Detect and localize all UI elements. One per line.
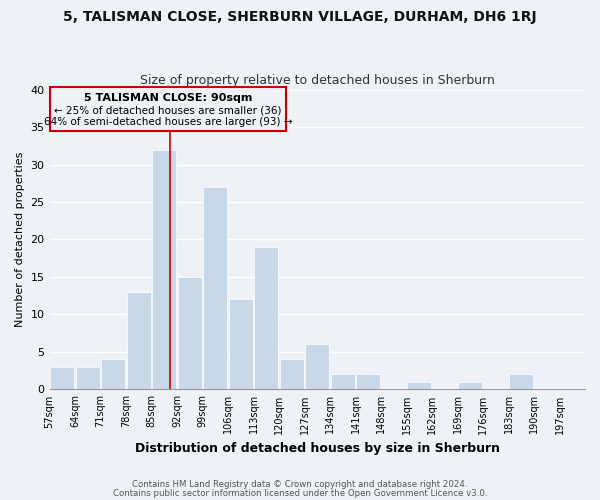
Bar [509, 374, 533, 390]
Bar [127, 292, 151, 390]
Text: Contains HM Land Registry data © Crown copyright and database right 2024.: Contains HM Land Registry data © Crown c… [132, 480, 468, 489]
Bar [305, 344, 329, 390]
Bar [331, 374, 355, 390]
Text: 64% of semi-detached houses are larger (93) →: 64% of semi-detached houses are larger (… [44, 116, 292, 126]
Bar [458, 382, 482, 390]
Bar [254, 247, 278, 390]
Bar [152, 150, 176, 390]
Bar [101, 360, 125, 390]
Text: 5, TALISMAN CLOSE, SHERBURN VILLAGE, DURHAM, DH6 1RJ: 5, TALISMAN CLOSE, SHERBURN VILLAGE, DUR… [63, 10, 537, 24]
Text: Contains public sector information licensed under the Open Government Licence v3: Contains public sector information licen… [113, 489, 487, 498]
Bar [203, 187, 227, 390]
Bar [407, 382, 431, 390]
X-axis label: Distribution of detached houses by size in Sherburn: Distribution of detached houses by size … [135, 442, 500, 455]
FancyBboxPatch shape [50, 88, 286, 131]
Bar [178, 277, 202, 390]
Bar [229, 300, 253, 390]
Text: ← 25% of detached houses are smaller (36): ← 25% of detached houses are smaller (36… [54, 106, 281, 116]
Bar [50, 367, 74, 390]
Bar [280, 360, 304, 390]
Bar [356, 374, 380, 390]
Title: Size of property relative to detached houses in Sherburn: Size of property relative to detached ho… [140, 74, 495, 87]
Text: 5 TALISMAN CLOSE: 90sqm: 5 TALISMAN CLOSE: 90sqm [84, 94, 252, 104]
Bar [76, 367, 100, 390]
Y-axis label: Number of detached properties: Number of detached properties [15, 152, 25, 327]
